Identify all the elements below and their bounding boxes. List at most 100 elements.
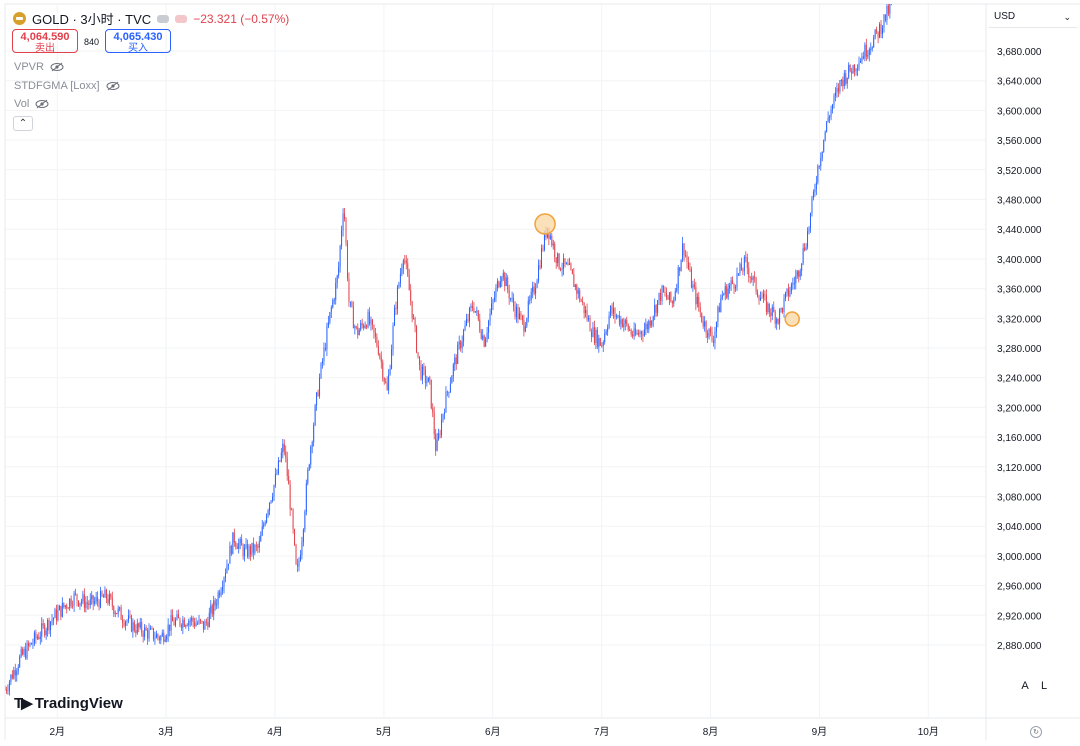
collapse-legend-button[interactable]: ⌃: [13, 116, 33, 131]
candle-body: [186, 625, 188, 627]
sell-price: 4,064.590: [20, 31, 70, 43]
candle-body: [717, 306, 719, 322]
candle-body: [129, 615, 131, 617]
reset-chart-icon[interactable]: ↻: [1030, 726, 1042, 738]
candle-body: [696, 296, 698, 305]
indicator-vol[interactable]: Vol: [14, 98, 49, 110]
log-scale-button[interactable]: L: [1040, 680, 1048, 692]
candle-body: [498, 281, 500, 287]
price-tick-label: 3,600.000: [997, 106, 1042, 117]
candle-body: [273, 485, 275, 497]
candle-body: [764, 293, 766, 296]
candle-body: [11, 674, 13, 679]
candle-body: [147, 630, 149, 639]
candle-body: [632, 334, 634, 337]
buy-button[interactable]: 4,065.430 买入: [105, 29, 171, 54]
candle-body: [272, 496, 274, 501]
candle-body: [48, 619, 50, 631]
candle-body: [862, 56, 864, 59]
candle-body: [214, 600, 216, 606]
candle-body: [771, 307, 773, 316]
candle-body: [329, 312, 331, 323]
candle-body: [304, 511, 306, 530]
candle-body: [175, 619, 177, 626]
candle-body: [685, 255, 687, 257]
candle-body: [44, 625, 46, 636]
candle-body: [238, 543, 240, 549]
hidden-eye-icon[interactable]: [106, 81, 120, 91]
candle-body: [105, 589, 107, 599]
candle-body: [277, 460, 279, 474]
candle-body: [421, 366, 423, 380]
candle-body: [607, 327, 609, 332]
candle-body: [401, 268, 403, 274]
market-status-icon[interactable]: [157, 14, 170, 23]
sell-button[interactable]: 4,064.590 卖出: [12, 29, 78, 54]
candle-body: [433, 412, 435, 435]
candle-body: [524, 326, 526, 332]
candle-body: [371, 319, 373, 325]
candle-body: [698, 296, 700, 308]
currency-label: USD: [994, 11, 1016, 22]
currency-selector[interactable]: USD ⌄: [989, 6, 1077, 28]
candle-body: [157, 634, 159, 638]
candle-body: [342, 213, 344, 231]
candle-body: [727, 288, 729, 298]
candle-body: [451, 376, 453, 384]
candle-body: [483, 335, 485, 347]
candle-body: [492, 300, 494, 304]
candle-body: [809, 213, 811, 229]
candle-body: [554, 243, 556, 258]
indicator-vpvr[interactable]: VPVR: [14, 61, 64, 73]
candle-body: [541, 248, 543, 268]
candle-body: [392, 325, 394, 350]
candle-body: [355, 326, 357, 328]
candle-body: [242, 545, 244, 557]
hidden-eye-icon[interactable]: [50, 62, 64, 72]
candle-body: [320, 363, 322, 378]
auto-scale-button[interactable]: A: [1021, 680, 1029, 692]
candle-body: [54, 609, 56, 619]
candle-body: [570, 263, 572, 270]
candle-body: [204, 621, 206, 630]
candle-body: [768, 303, 770, 313]
candle-body: [30, 643, 32, 645]
candle-body: [7, 690, 9, 692]
candle-body: [364, 325, 366, 328]
candle-body: [169, 624, 171, 631]
candle-body: [864, 44, 866, 59]
candle-body: [749, 276, 751, 278]
candle-body: [723, 294, 725, 296]
candle-body: [680, 259, 682, 272]
candle-body: [407, 263, 409, 276]
candle-body: [151, 628, 153, 630]
candle-body: [344, 213, 346, 219]
candle-body: [714, 331, 716, 343]
candle-body: [818, 165, 820, 167]
candle-body: [712, 340, 714, 343]
price-tick-label: 3,040.000: [997, 522, 1042, 533]
candle-body: [454, 357, 456, 365]
candle-body: [602, 341, 604, 346]
candle-body: [805, 246, 807, 251]
candle-body: [98, 601, 100, 608]
candle-body: [367, 312, 369, 328]
candle-body: [518, 313, 520, 320]
candle-body: [517, 307, 519, 320]
hidden-eye-icon[interactable]: [35, 99, 49, 109]
candle-body: [94, 601, 96, 604]
candle-body: [642, 334, 644, 336]
candle-body: [104, 589, 106, 598]
delay-status-icon[interactable]: [175, 14, 188, 23]
chevron-up-icon: ⌃: [18, 118, 28, 129]
symbol-title[interactable]: GOLD · 3小时 · TVC: [32, 12, 152, 27]
brand-name: TradingView: [34, 694, 123, 712]
candle-body: [667, 297, 669, 300]
candle-body: [589, 317, 591, 332]
candle-body: [807, 231, 809, 247]
candle-body: [580, 300, 582, 302]
candle-body: [39, 636, 41, 639]
indicator-stdfgma[interactable]: STDFGMA [Loxx]: [14, 80, 120, 92]
